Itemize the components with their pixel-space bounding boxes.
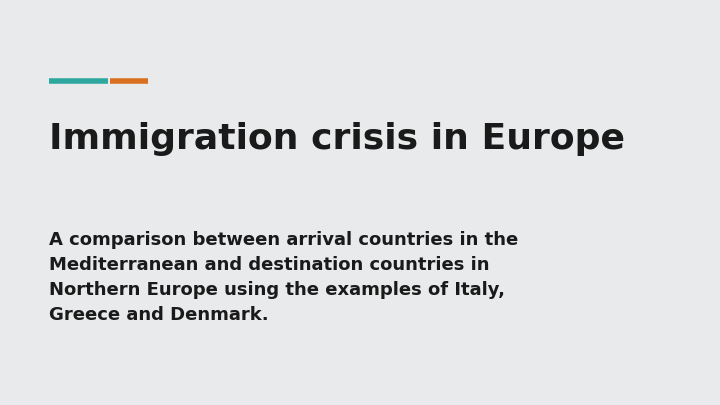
Text: Immigration crisis in Europe: Immigration crisis in Europe <box>49 122 625 156</box>
Text: A comparison between arrival countries in the
Mediterranean and destination coun: A comparison between arrival countries i… <box>49 231 518 324</box>
